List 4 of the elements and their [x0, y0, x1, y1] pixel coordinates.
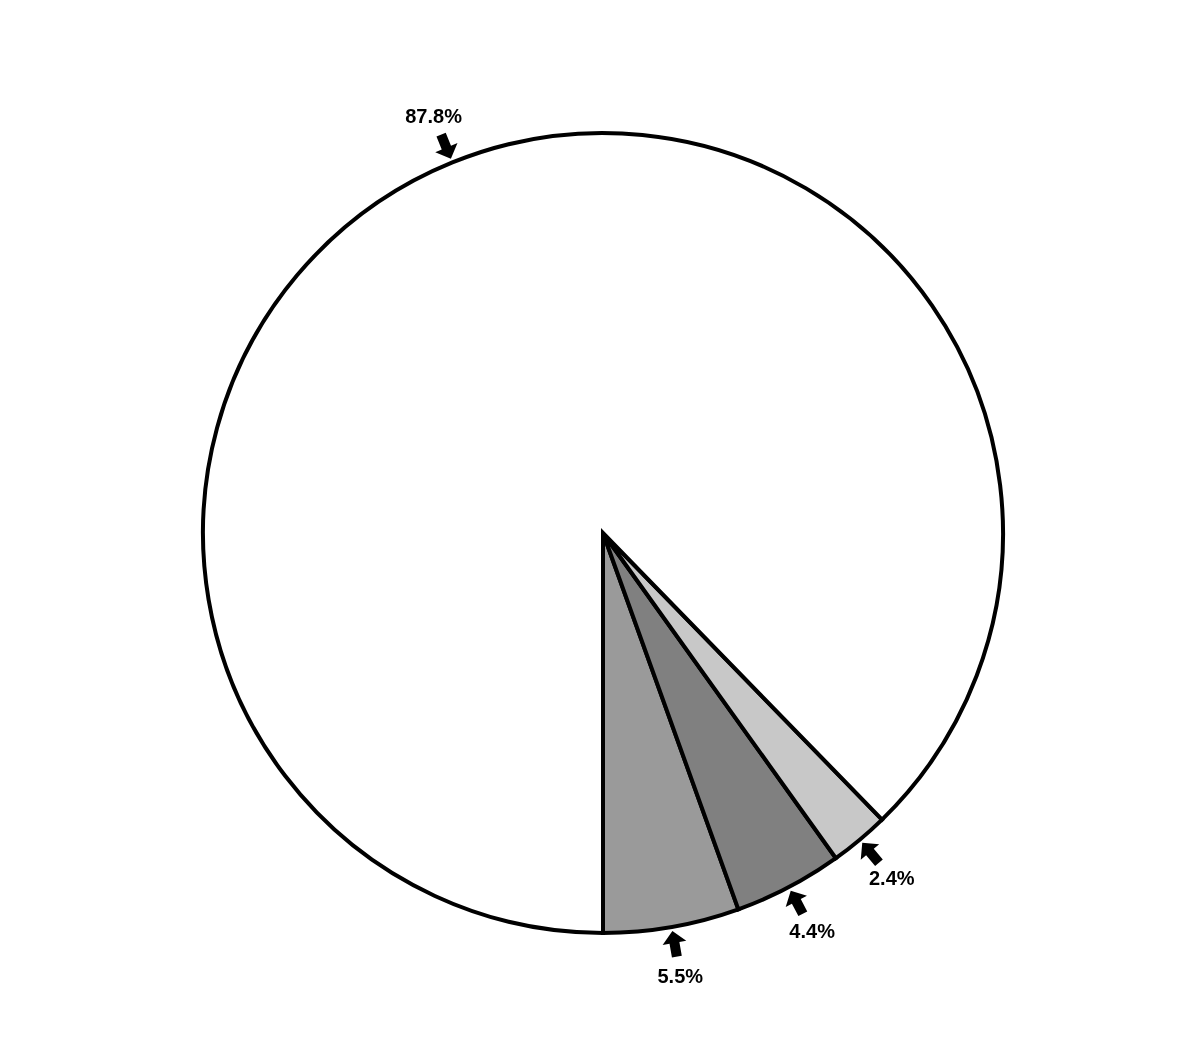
data-label: 5.5% [657, 965, 704, 988]
data-label: 4.4% [789, 920, 836, 943]
data-label: 2.4% [868, 867, 915, 890]
data-label: 87.8% [405, 105, 463, 128]
